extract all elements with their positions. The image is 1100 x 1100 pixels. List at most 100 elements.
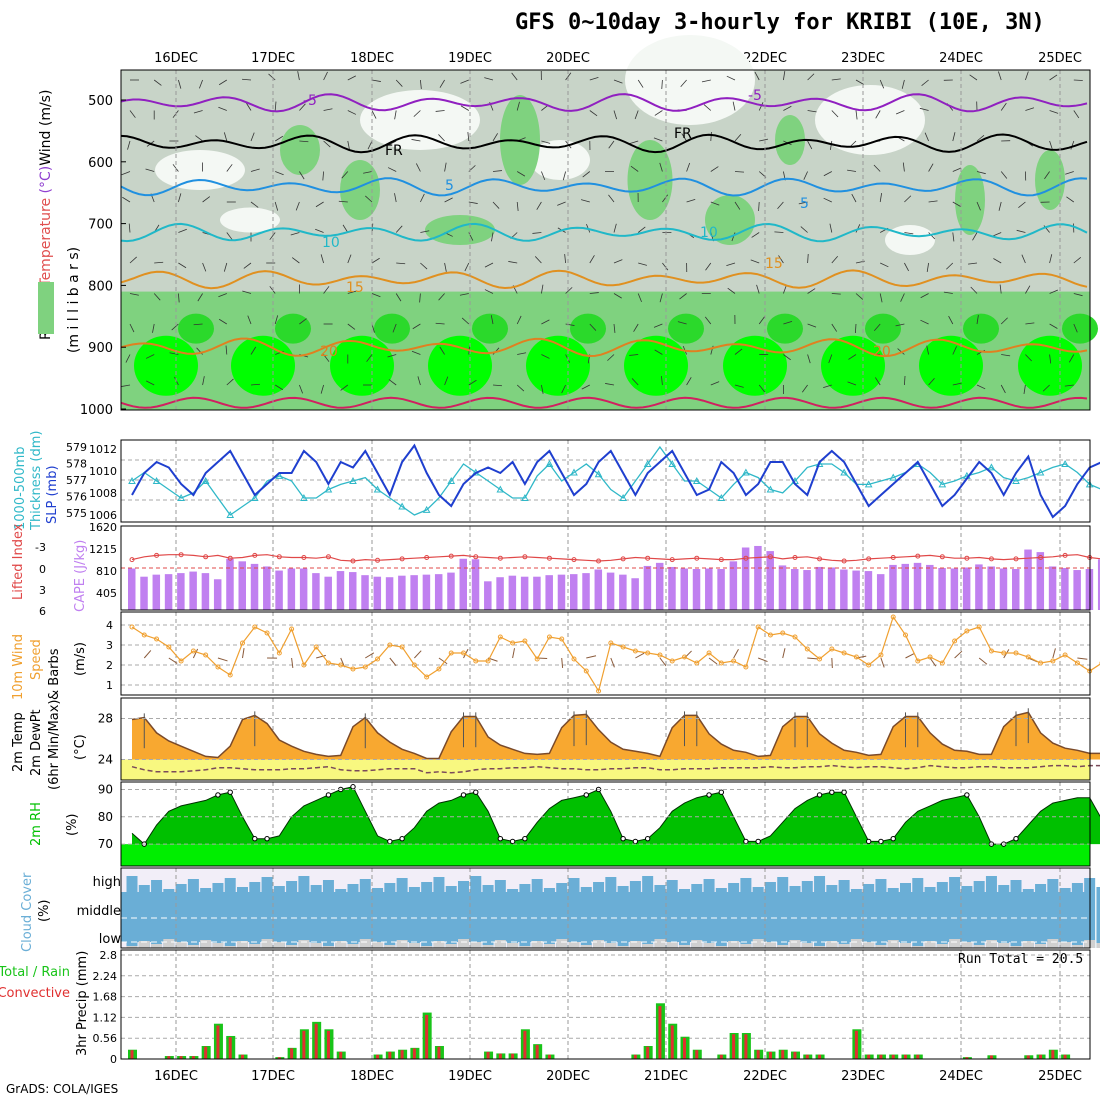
wind-barb <box>169 352 179 355</box>
wind-barb <box>411 350 421 355</box>
cape-tick: 405 <box>96 587 117 600</box>
wind-barb <box>638 262 647 266</box>
cape-bar <box>962 567 971 610</box>
cape-bar <box>582 573 590 610</box>
wind-barb <box>726 262 736 267</box>
cloud-low-bar <box>396 940 408 948</box>
cape-bar <box>410 575 418 610</box>
li-point <box>129 557 135 563</box>
wind-barb <box>902 162 905 172</box>
cape-bar <box>312 573 320 610</box>
wind-barb <box>444 197 453 203</box>
wind-barb <box>831 293 841 295</box>
wind-barb <box>605 383 615 386</box>
wind-barb <box>952 382 962 386</box>
rh-saturated-blob <box>374 313 410 344</box>
slp-tick: 1008 <box>89 487 117 500</box>
rh-point <box>964 792 970 798</box>
wind-barb <box>823 197 832 203</box>
wind-speed-point <box>375 656 381 662</box>
thickness-point <box>201 476 210 484</box>
precip-conv-bar <box>400 1050 404 1059</box>
wind-speed-point <box>534 656 540 662</box>
wind-barb <box>395 293 402 302</box>
cloud-low-bar <box>703 943 715 948</box>
isotherm-label: 10 <box>700 225 718 241</box>
precip-conv-bar <box>1063 1054 1067 1059</box>
wind-barb <box>464 262 470 272</box>
wind-barb <box>121 384 131 387</box>
cape-bar <box>852 570 860 610</box>
wind-barb <box>778 255 784 264</box>
rh-point <box>473 789 479 795</box>
wind-barb <box>565 323 575 326</box>
rh-point <box>522 835 528 842</box>
rh-saturated-blob <box>526 335 590 396</box>
panel-frame <box>120 439 1091 523</box>
wind-barb <box>413 110 421 117</box>
wind-barb <box>511 72 518 81</box>
precip-conv-bar <box>290 1048 294 1059</box>
wind-barb <box>341 171 349 179</box>
wind-barb <box>274 315 279 325</box>
wind-barb <box>366 354 373 362</box>
cape-bar <box>975 564 983 610</box>
rh-point <box>632 838 639 845</box>
rh-point <box>816 792 823 798</box>
wind-barb <box>976 171 986 175</box>
wind-speed-point <box>129 624 135 630</box>
precip-conv-bar <box>191 1056 195 1059</box>
cloud-low-bar <box>1010 946 1022 948</box>
rh-point <box>215 792 221 798</box>
wind-barb <box>323 71 328 81</box>
wind-barb <box>629 354 639 356</box>
cape-tick: 810 <box>96 565 117 578</box>
wind-barb <box>226 378 234 386</box>
wind-barb <box>710 201 720 206</box>
wind-barb <box>541 384 544 394</box>
wind-barb <box>242 290 252 294</box>
li-point <box>939 554 945 560</box>
cape-bar <box>557 574 566 610</box>
wind-barb-10m <box>414 650 422 659</box>
cloud-low-bar <box>310 943 322 948</box>
wind-barb <box>193 323 203 326</box>
wind-speed-point <box>264 630 270 636</box>
wind-speed-point <box>853 654 859 660</box>
wind-speed-point <box>903 632 908 638</box>
wind-barb <box>297 71 300 81</box>
wind-speed-point <box>473 658 479 664</box>
cloud-low-bar <box>642 944 654 948</box>
wind-barb <box>754 71 760 81</box>
li-point <box>1013 556 1019 562</box>
wind-barb <box>851 193 857 203</box>
precip-tick: 0 <box>110 1053 117 1066</box>
cloud-low-bar <box>1047 939 1059 948</box>
wind-barb <box>218 79 228 86</box>
wind-barb <box>758 384 766 393</box>
wind-barb <box>928 200 938 203</box>
precip-conv-bar <box>326 1030 330 1059</box>
wind-barb <box>323 286 330 294</box>
wind-barb <box>484 77 494 81</box>
thickness-ylabel: 1000-500mb <box>13 446 28 530</box>
rh-saturated-blob <box>865 313 901 344</box>
precip-conv-bar <box>646 1046 650 1059</box>
wind-speed-point <box>362 664 368 670</box>
cape-bar <box>619 574 627 610</box>
wind-barb-10m <box>438 657 448 665</box>
wind-barb <box>268 73 276 81</box>
thickness-point <box>742 468 750 476</box>
page-title: GFS 0~10day 3-hourly for KRIBI (10E, 3N) <box>515 10 1045 35</box>
rh-saturated-blob <box>919 335 983 396</box>
li-point <box>424 555 430 560</box>
wind-barb <box>637 226 646 233</box>
cloud-low-bar <box>826 941 838 948</box>
cape-bar <box>717 569 725 610</box>
li-point <box>571 557 577 563</box>
cape-bar <box>250 563 259 610</box>
li-point <box>546 555 552 561</box>
precip-conv-bar <box>535 1044 539 1059</box>
wind-barb <box>1049 289 1059 294</box>
thickness-point <box>300 493 308 501</box>
